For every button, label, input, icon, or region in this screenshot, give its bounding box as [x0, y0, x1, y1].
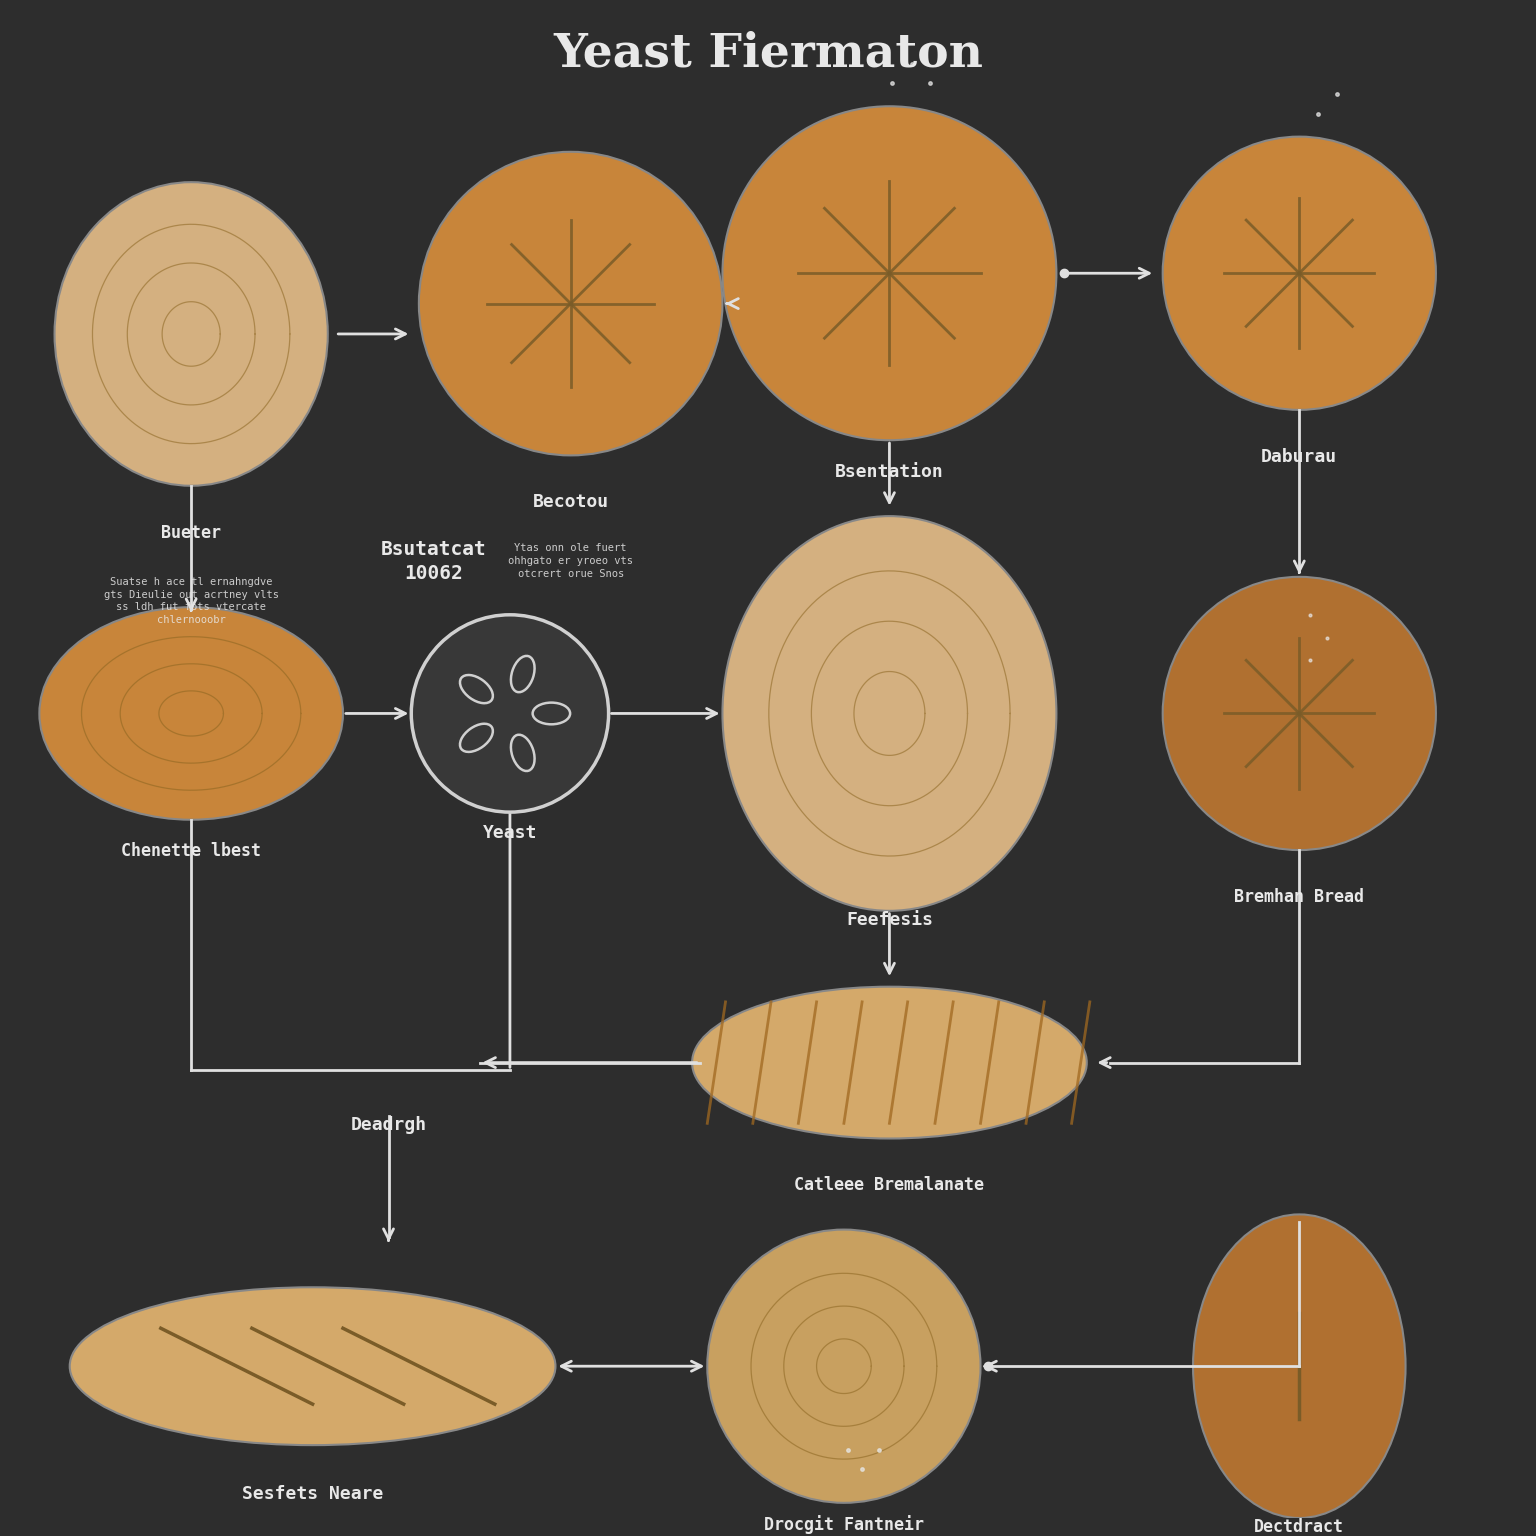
Text: Daburau: Daburau — [1261, 449, 1338, 465]
Text: Catleee Bremalanate: Catleee Bremalanate — [794, 1177, 985, 1195]
Ellipse shape — [693, 986, 1087, 1138]
Ellipse shape — [722, 516, 1057, 911]
Text: Ytas onn ole fuert
ohhgato er yroeo vts
otcrert orue Snos: Ytas onn ole fuert ohhgato er yroeo vts … — [508, 544, 633, 579]
Ellipse shape — [419, 152, 722, 455]
Ellipse shape — [1163, 578, 1436, 849]
Text: Drocgit Fantneir: Drocgit Fantneir — [763, 1514, 923, 1534]
Text: Bueter: Bueter — [161, 524, 221, 542]
Text: Bsutatcat
10062: Bsutatcat 10062 — [381, 541, 487, 582]
Text: Bsentation: Bsentation — [836, 462, 943, 481]
Text: Becotou: Becotou — [533, 493, 608, 511]
Ellipse shape — [55, 183, 327, 485]
Text: Sesfets Neare: Sesfets Neare — [241, 1485, 384, 1502]
Ellipse shape — [412, 614, 608, 813]
Text: Yeast: Yeast — [482, 825, 538, 842]
Text: Bremhan Bread: Bremhan Bread — [1235, 888, 1364, 906]
Ellipse shape — [707, 1230, 980, 1502]
Text: Deadrgh: Deadrgh — [350, 1115, 427, 1134]
Text: Dectdract: Dectdract — [1255, 1518, 1344, 1536]
Ellipse shape — [1163, 137, 1436, 410]
Text: Yeast Fiermaton: Yeast Fiermaton — [553, 31, 983, 77]
Text: Feefesis: Feefesis — [846, 911, 932, 929]
Ellipse shape — [1193, 1215, 1405, 1518]
Text: Chenette lbest: Chenette lbest — [121, 842, 261, 860]
Text: Suatse h ace tl ernahngdve
gts Dieulie out acrtney vlts
ss ldh fut fots vtercate: Suatse h ace tl ernahngdve gts Dieulie o… — [103, 578, 278, 625]
Ellipse shape — [722, 106, 1057, 441]
Ellipse shape — [69, 1287, 556, 1445]
Ellipse shape — [40, 607, 343, 820]
